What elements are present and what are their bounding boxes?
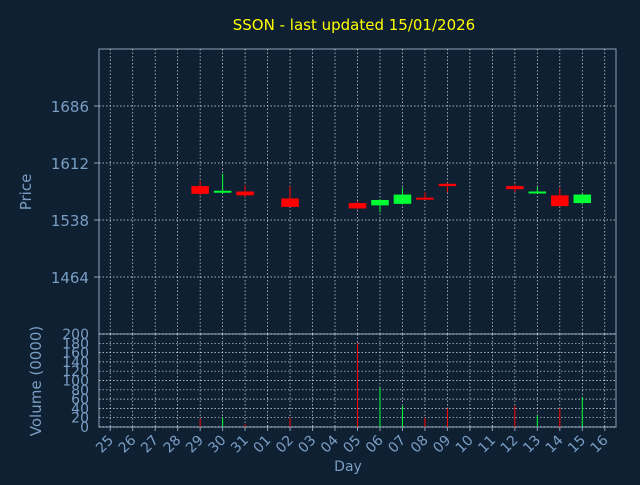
- candle-body-down: [348, 203, 367, 209]
- candle-body-down: [506, 186, 524, 190]
- candle-body-up: [393, 194, 412, 204]
- volume-tick-label: 0: [80, 420, 89, 436]
- candle-body-down: [236, 191, 254, 196]
- candle-body-up: [528, 191, 547, 194]
- chart-title: SSON - last updated 15/01/2026: [233, 16, 475, 34]
- candle-body-down: [438, 183, 457, 187]
- volume-tick-label: 140: [62, 355, 89, 371]
- candlestick: [573, 193, 592, 205]
- candlestick: [416, 192, 434, 200]
- volume-tick-label: 160: [62, 346, 89, 362]
- candlestick: [528, 186, 547, 194]
- price-tick-label: 1538: [51, 212, 89, 230]
- price-tick-label: 1464: [51, 269, 89, 287]
- volume-tick-label: 40: [71, 401, 89, 417]
- candlestick: [213, 173, 232, 194]
- candle-body-up: [573, 194, 592, 204]
- volume-axis-label: Volume (0000): [27, 326, 45, 436]
- volume-tick-label: 80: [71, 383, 89, 399]
- candlestick: [236, 185, 254, 197]
- day-axis-label: Day: [334, 459, 362, 475]
- candlestick: [506, 184, 524, 193]
- candle-body-up: [371, 199, 389, 206]
- volume-tick-label: 200: [62, 327, 89, 343]
- candlestick: [438, 183, 457, 193]
- candle-body-down: [191, 186, 209, 194]
- volume-tick-label: 20: [71, 411, 89, 427]
- candlestick: [551, 187, 569, 207]
- candlestick: [191, 180, 209, 196]
- candle-body-up: [213, 190, 232, 193]
- candlestick: [393, 187, 412, 205]
- candle-body-down: [551, 195, 569, 207]
- candle-body-down: [416, 197, 434, 200]
- candlestick: [348, 201, 367, 210]
- volume-tick-label: 120: [62, 364, 89, 380]
- price-tick-label: 1686: [51, 98, 89, 116]
- volume-tick-label: 100: [62, 374, 89, 390]
- price-tick-label: 1612: [51, 155, 89, 173]
- candlestick: [281, 186, 299, 207]
- volume-tick-label: 60: [71, 392, 89, 408]
- candlestick: [371, 199, 389, 213]
- volume-tick-label: 180: [62, 336, 89, 352]
- price-axis-label: Price: [17, 174, 35, 211]
- candle-body-down: [281, 198, 299, 207]
